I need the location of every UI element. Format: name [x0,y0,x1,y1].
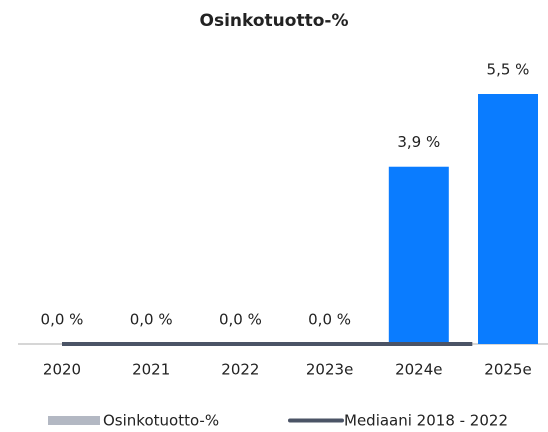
value-label: 0,0 % [41,311,84,329]
value-label: 3,9 % [397,133,440,151]
x-tick-label: 2022 [221,361,259,379]
x-tick-label: 2020 [43,361,81,379]
value-label: 0,0 % [308,311,351,329]
x-tick-label: 2021 [132,361,170,379]
legend-swatch [48,416,100,425]
x-tick-label: 2023e [306,361,353,379]
chart-title: Osinkotuotto-% [200,11,349,31]
x-tick-label: 2024e [395,361,442,379]
bar [478,94,538,344]
x-tick-label: 2025e [484,361,531,379]
bar [388,166,449,344]
value-label: 0,0 % [130,311,173,329]
legend-label: Mediaani 2018 - 2022 [344,412,508,430]
legend-label: Osinkotuotto-% [103,412,219,430]
value-label: 5,5 % [487,61,530,79]
value-label: 0,0 % [219,311,262,329]
